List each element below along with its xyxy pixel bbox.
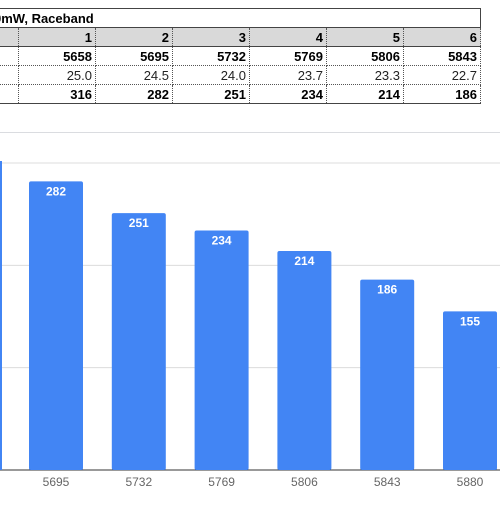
table-cell: 214 [326,84,404,104]
header-cell: 5 [326,27,404,47]
table-cell: 5695 [95,46,173,66]
bar [277,251,332,470]
table-row-value: 316 282 251 234 214 186 [0,84,481,104]
data-label: 155 [460,314,480,328]
bar [111,213,166,470]
data-label: 186 [377,283,397,297]
bar-chart: 282 5695 251 5732 234 5769 214 5806 186 5843 155 58… [0,161,500,489]
row-label-cell [0,46,19,66]
table-title: 0mW, Raceband [0,8,481,28]
table-cell: 316 [18,84,96,104]
data-label: 234 [212,234,232,248]
bar [29,181,83,471]
table-cell: 24.0 [172,65,250,85]
table-cell: 24.5 [95,65,173,85]
table-cell: 5843 [403,46,481,66]
x-tick-label: 5806 [291,475,318,489]
x-tick-label: 5769 [208,475,235,489]
table-cell: 5732 [172,46,250,66]
x-tick-label: 5880 [457,475,484,489]
row-label-cell [0,65,19,85]
header-cell: 4 [249,27,327,47]
x-tick-label: 5843 [374,475,401,489]
table-cell: 234 [249,84,327,104]
table-cell: 186 [403,84,481,104]
bar [443,311,497,470]
table-cell: 5769 [249,46,327,66]
data-label: 282 [46,184,66,198]
x-tick-label: 5695 [43,475,70,489]
header-cell: 3 [172,27,250,47]
data-table-wrapper: 0mW, Raceband 1 2 3 4 5 6 5658 5695 5732… [0,8,481,104]
bar [194,230,249,470]
table-cell: 5658 [18,46,96,66]
bar [360,279,415,470]
table-cell: 22.7 [403,65,481,85]
table-row-frequency: 5658 5695 5732 5769 5806 5843 [0,46,481,66]
row-label-cell [0,84,19,104]
header-cell: 1 [18,27,96,47]
table-row-percent: 25.0 24.5 24.0 23.7 23.3 22.7 [0,65,481,85]
x-tick-label: 5732 [125,475,152,489]
table-title-row: 0mW, Raceband [0,8,481,28]
header-cell: 2 [95,27,173,47]
data-table: 0mW, Raceband 1 2 3 4 5 6 5658 5695 5732… [0,8,481,104]
table-cell: 251 [172,84,250,104]
header-cell: 6 [403,27,481,47]
data-label: 251 [129,216,149,230]
section-divider [0,132,500,133]
table-cell: 23.3 [326,65,404,85]
table-cell: 5806 [326,46,404,66]
table-cell: 23.7 [249,65,327,85]
header-cell-blank [0,27,19,47]
table-cell: 25.0 [18,65,96,85]
table-cell: 282 [95,84,173,104]
data-label: 214 [294,254,314,268]
table-header-row: 1 2 3 4 5 6 [0,27,481,47]
